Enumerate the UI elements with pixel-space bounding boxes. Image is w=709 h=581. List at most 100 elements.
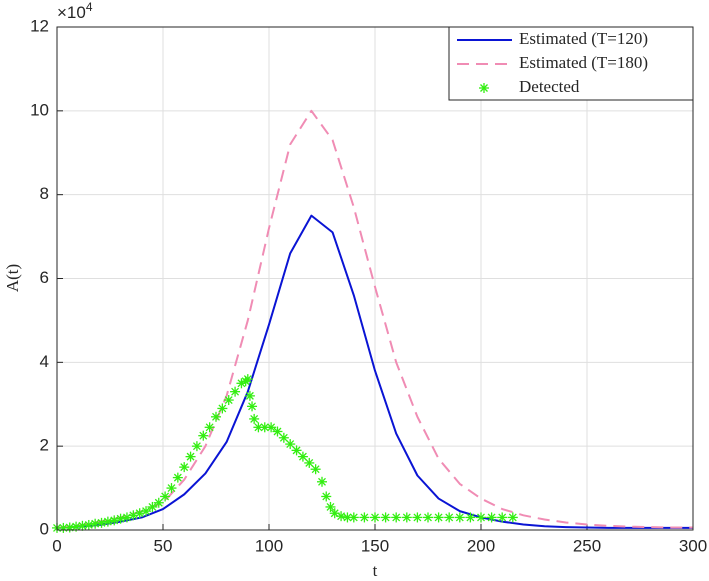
- marker-stroke: [173, 473, 182, 482]
- data-point: [77, 520, 88, 531]
- marker-stroke: [84, 521, 93, 529]
- data-point: [285, 439, 296, 450]
- data-point: [242, 374, 253, 385]
- data-point: [191, 441, 202, 452]
- data-point: [223, 395, 234, 406]
- series-line: [56, 109, 693, 529]
- data-point: [348, 512, 359, 523]
- y-tick-label: 6: [40, 268, 49, 287]
- y-scale-base: ×10: [57, 3, 86, 22]
- legend-label: Detected: [519, 77, 580, 96]
- marker-stroke: [343, 513, 352, 522]
- x-tick-label: 150: [361, 536, 389, 555]
- legend-swatch: [479, 83, 489, 93]
- data-point: [96, 517, 107, 528]
- data-point: [433, 512, 444, 523]
- marker-stroke: [330, 509, 339, 518]
- marker-stroke: [91, 519, 100, 528]
- data-point: [102, 516, 113, 527]
- data-point: [336, 511, 347, 522]
- data-point: [297, 451, 308, 462]
- marker-stroke: [254, 423, 263, 432]
- x-tick-label: 50: [154, 536, 173, 555]
- data-point: [310, 464, 321, 475]
- y-axis-label: A(t): [3, 264, 22, 292]
- data-point: [217, 403, 228, 414]
- marker-stroke: [455, 513, 464, 522]
- marker-stroke: [167, 484, 176, 493]
- data-point: [179, 462, 190, 473]
- marker-stroke: [311, 465, 320, 474]
- marker-stroke: [392, 513, 401, 522]
- axes-box: [56, 26, 694, 531]
- data-point: [359, 512, 370, 523]
- marker-stroke: [78, 521, 87, 530]
- data-point: [370, 512, 380, 523]
- marker-stroke: [508, 513, 517, 522]
- marker-stroke: [349, 513, 358, 522]
- data-point: [230, 386, 241, 397]
- marker-stroke: [231, 387, 240, 396]
- data-point: [134, 508, 145, 519]
- marker-stroke: [116, 514, 125, 523]
- marker-stroke: [466, 513, 475, 522]
- marker-stroke: [273, 427, 282, 436]
- data-point: [454, 512, 465, 523]
- marker-stroke: [424, 513, 432, 522]
- marker-stroke: [224, 396, 233, 405]
- data-point: [391, 512, 402, 523]
- marker-stroke: [72, 522, 81, 531]
- marker-stroke: [250, 414, 259, 423]
- data-point: [141, 506, 152, 517]
- x-tick-label: 300: [679, 536, 707, 555]
- data-point: [401, 512, 412, 523]
- marker-stroke: [371, 513, 379, 522]
- y-tick-label: 2: [40, 436, 49, 455]
- marker-stroke: [477, 513, 485, 522]
- data-point: [172, 472, 183, 483]
- data-point: [278, 432, 289, 443]
- y-scale-exponent: 4: [86, 0, 93, 14]
- data-point: [115, 513, 126, 524]
- marker-stroke: [243, 375, 252, 384]
- x-tick-label: 100: [255, 536, 283, 555]
- y-tick-label: 10: [30, 100, 49, 119]
- data-point: [380, 512, 391, 523]
- data-point: [128, 510, 139, 521]
- marker-stroke: [192, 442, 201, 451]
- data-point: [247, 401, 258, 412]
- y-scale-label: ×104: [57, 0, 93, 22]
- marker-stroke: [322, 492, 331, 501]
- marker-stroke: [305, 458, 314, 467]
- marker-stroke: [97, 518, 106, 527]
- data-point: [266, 422, 277, 433]
- x-tick-label: 250: [573, 536, 601, 555]
- data-point: [249, 413, 260, 424]
- marker-stroke: [318, 477, 326, 486]
- y-tick-label: 0: [40, 519, 49, 538]
- marker-stroke: [205, 423, 214, 432]
- data-point: [211, 411, 221, 422]
- marker-stroke: [260, 423, 269, 432]
- marker-stroke: [245, 391, 254, 400]
- marker-stroke: [180, 463, 189, 472]
- data-point: [109, 515, 120, 526]
- data-point: [204, 422, 215, 433]
- marker-stroke: [267, 423, 276, 432]
- data-point: [342, 512, 353, 523]
- data-point: [412, 512, 423, 523]
- data-point: [507, 512, 518, 523]
- data-point: [486, 512, 497, 523]
- data-point: [83, 519, 94, 530]
- data-point: [444, 512, 455, 523]
- marker-stroke: [487, 513, 496, 522]
- x-axis-label: t: [373, 561, 378, 580]
- marker-stroke: [199, 431, 208, 440]
- marker-stroke: [103, 517, 112, 526]
- series-line: [56, 214, 693, 529]
- data-point: [423, 512, 433, 523]
- data-point: [317, 476, 327, 487]
- data-point: [291, 445, 302, 456]
- marker-stroke: [212, 412, 220, 421]
